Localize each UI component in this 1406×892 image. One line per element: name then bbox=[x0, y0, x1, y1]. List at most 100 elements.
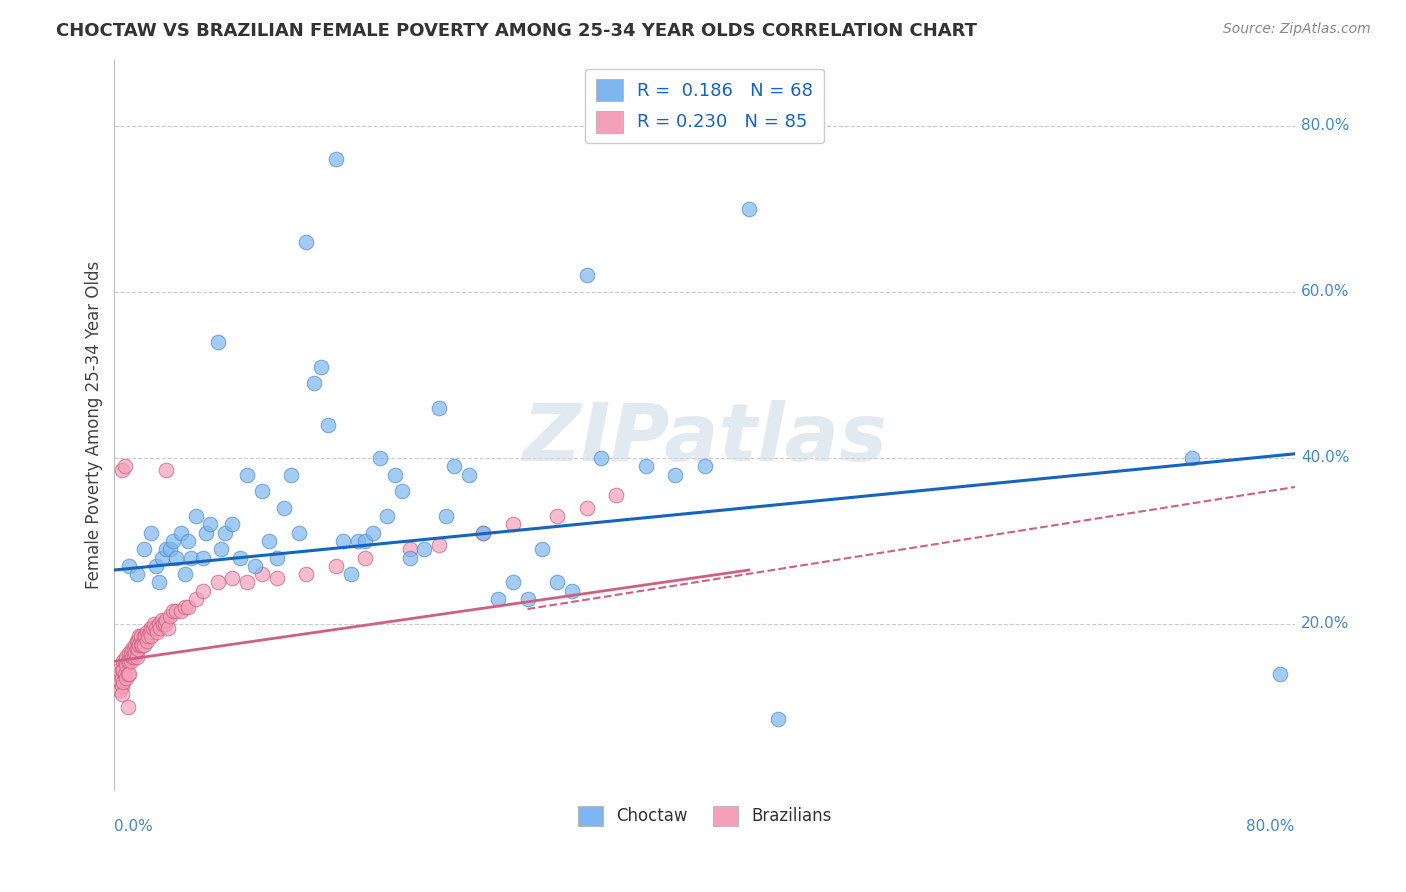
Point bbox=[561, 583, 583, 598]
Point bbox=[1180, 450, 1202, 465]
Point bbox=[398, 550, 420, 565]
Point bbox=[148, 575, 170, 590]
Point bbox=[174, 567, 197, 582]
Point bbox=[134, 629, 156, 643]
Point bbox=[180, 550, 202, 565]
Point bbox=[768, 712, 790, 726]
Point bbox=[236, 575, 259, 590]
Point bbox=[111, 671, 134, 685]
Point bbox=[125, 567, 148, 582]
Point bbox=[207, 334, 229, 349]
Point bbox=[111, 688, 134, 702]
Point bbox=[591, 450, 613, 465]
Point bbox=[117, 654, 139, 668]
Point bbox=[132, 638, 155, 652]
Point bbox=[339, 567, 361, 582]
Point bbox=[664, 467, 686, 482]
Point bbox=[127, 641, 149, 656]
Point bbox=[155, 542, 177, 557]
Point bbox=[177, 600, 200, 615]
Point bbox=[138, 629, 160, 643]
Point bbox=[121, 641, 143, 656]
Point bbox=[194, 525, 217, 540]
Point bbox=[250, 567, 273, 582]
Point bbox=[184, 592, 207, 607]
Point bbox=[112, 654, 135, 668]
Text: 60.0%: 60.0% bbox=[1301, 285, 1350, 300]
Point bbox=[546, 509, 568, 524]
Point bbox=[145, 558, 167, 573]
Point bbox=[152, 616, 174, 631]
Point bbox=[209, 542, 232, 557]
Point bbox=[207, 575, 229, 590]
Point bbox=[110, 675, 132, 690]
Point bbox=[266, 550, 288, 565]
Point bbox=[115, 658, 138, 673]
Point bbox=[273, 500, 295, 515]
Point bbox=[149, 621, 172, 635]
Point bbox=[118, 654, 141, 668]
Point bbox=[184, 509, 207, 524]
Point bbox=[122, 650, 145, 665]
Point bbox=[110, 683, 132, 698]
Point bbox=[259, 533, 281, 548]
Point bbox=[117, 666, 139, 681]
Point bbox=[250, 484, 273, 499]
Point bbox=[634, 459, 657, 474]
Point bbox=[443, 459, 465, 474]
Text: Source: ZipAtlas.com: Source: ZipAtlas.com bbox=[1223, 22, 1371, 37]
Point bbox=[377, 509, 399, 524]
Point bbox=[502, 517, 524, 532]
Point bbox=[118, 666, 141, 681]
Point bbox=[127, 633, 149, 648]
Point bbox=[191, 550, 214, 565]
Point bbox=[174, 600, 197, 615]
Point bbox=[118, 646, 141, 660]
Point bbox=[165, 605, 187, 619]
Point bbox=[516, 592, 538, 607]
Point bbox=[155, 613, 177, 627]
Point bbox=[153, 616, 176, 631]
Point bbox=[368, 450, 391, 465]
Point bbox=[120, 654, 142, 668]
Point bbox=[159, 608, 181, 623]
Point bbox=[295, 567, 318, 582]
Point bbox=[129, 629, 152, 643]
Point bbox=[221, 571, 243, 585]
Point bbox=[132, 629, 155, 643]
Point bbox=[141, 621, 163, 635]
Point bbox=[115, 650, 138, 665]
Point bbox=[436, 509, 458, 524]
Point bbox=[111, 663, 134, 677]
Point bbox=[165, 550, 187, 565]
Point bbox=[427, 538, 450, 552]
Point bbox=[114, 654, 136, 668]
Point bbox=[295, 235, 318, 250]
Point bbox=[148, 616, 170, 631]
Point bbox=[111, 679, 134, 693]
Point bbox=[288, 525, 311, 540]
Text: 40.0%: 40.0% bbox=[1301, 450, 1350, 466]
Point bbox=[280, 467, 302, 482]
Point bbox=[325, 558, 347, 573]
Point bbox=[125, 633, 148, 648]
Text: 80.0%: 80.0% bbox=[1247, 819, 1295, 834]
Point bbox=[156, 621, 179, 635]
Point bbox=[575, 268, 598, 283]
Point bbox=[391, 484, 413, 499]
Point bbox=[427, 401, 450, 416]
Point bbox=[108, 663, 131, 677]
Point bbox=[266, 571, 288, 585]
Point bbox=[125, 641, 148, 656]
Legend: Choctaw, Brazilians: Choctaw, Brazilians bbox=[571, 799, 838, 833]
Point bbox=[413, 542, 436, 557]
Point bbox=[139, 625, 162, 640]
Text: CHOCTAW VS BRAZILIAN FEMALE POVERTY AMONG 25-34 YEAR OLDS CORRELATION CHART: CHOCTAW VS BRAZILIAN FEMALE POVERTY AMON… bbox=[56, 22, 977, 40]
Point bbox=[177, 533, 200, 548]
Point bbox=[221, 517, 243, 532]
Point bbox=[325, 152, 347, 166]
Point bbox=[143, 616, 166, 631]
Point bbox=[214, 525, 236, 540]
Point bbox=[120, 646, 142, 660]
Point bbox=[150, 550, 173, 565]
